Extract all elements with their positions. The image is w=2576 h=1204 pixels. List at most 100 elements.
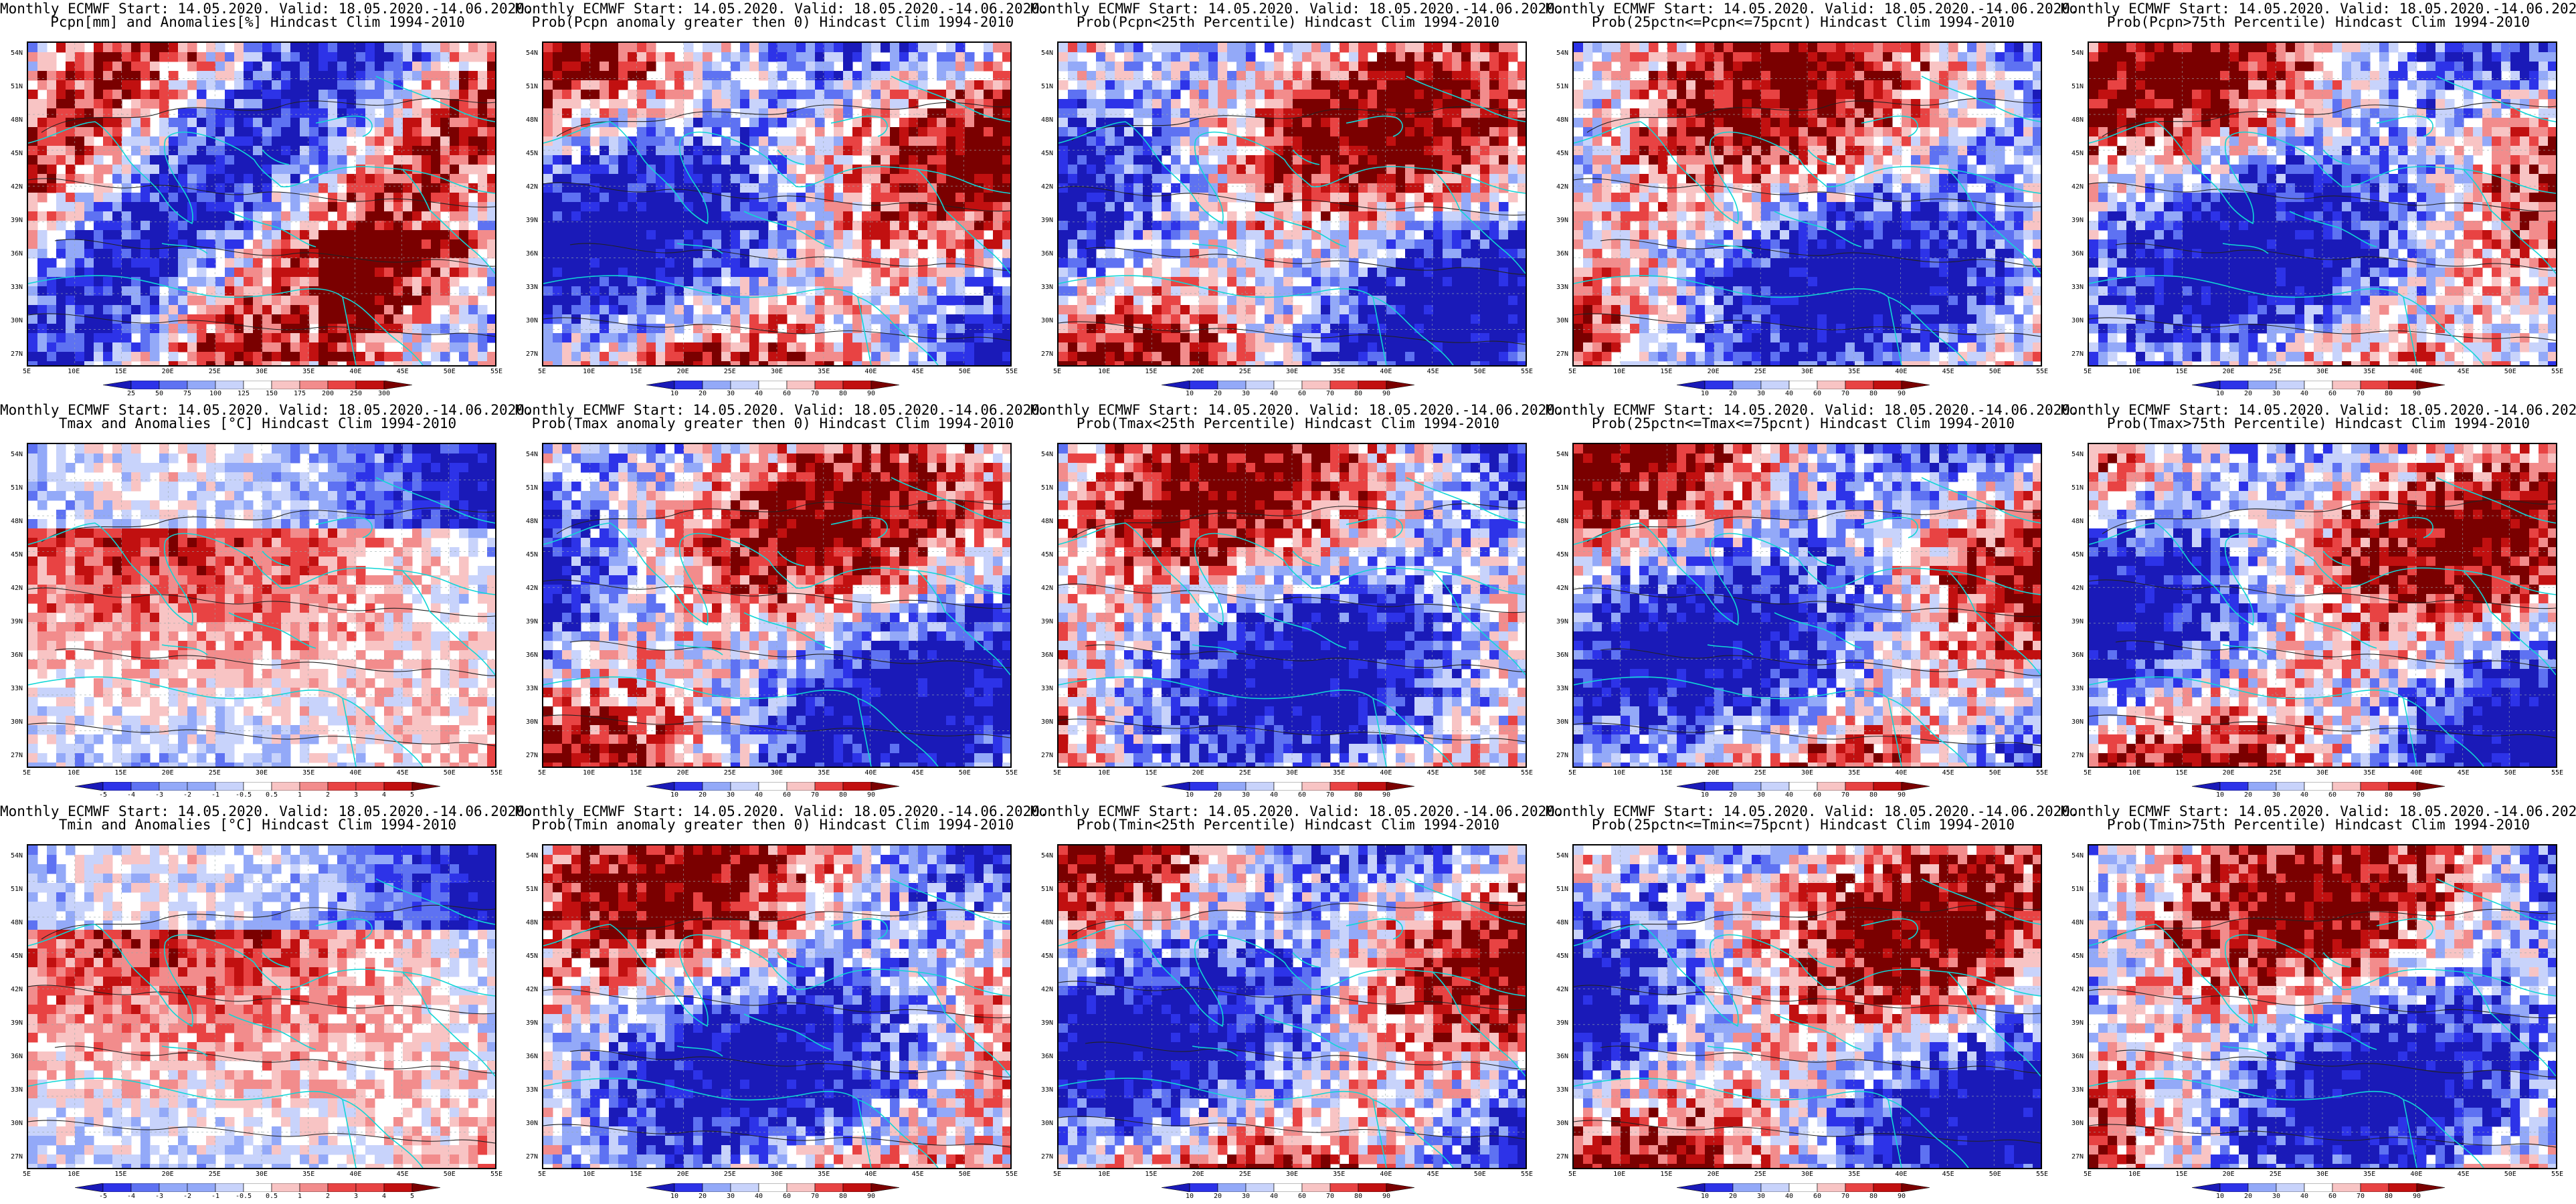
color-bar-segment [159, 381, 188, 389]
color-bar-label: 30 [1242, 792, 1250, 799]
color-bar-segment [130, 381, 160, 389]
color-bar-label: 40 [1785, 391, 1793, 397]
lon-tick-label: 10E [1613, 1171, 1625, 1178]
lat-tick-label: 51N [2072, 886, 2084, 893]
panel-title-run-info: Monthly ECMWF Start: 14.05.2020. Valid: … [0, 1, 533, 16]
lat-tick-label: 48N [11, 117, 23, 124]
lon-tick-label: 50E [1474, 369, 1486, 375]
lat-tick-label: 27N [526, 1154, 538, 1161]
lon-tick-label: 55E [1521, 770, 1533, 777]
panel-title-run-info: Monthly ECMWF Start: 14.05.2020. Valid: … [1030, 1, 1564, 16]
color-bar-segment [2388, 381, 2417, 389]
lat-tick-label: 33N [11, 1087, 23, 1094]
lon-tick-label: 10E [583, 770, 595, 777]
lon-tick-label: 15E [2175, 1171, 2187, 1178]
lat-tick-label: 54N [2072, 452, 2084, 458]
lat-tick-label: 48N [1041, 920, 1053, 926]
color-bar-segment [1901, 381, 1930, 389]
panel-title-run-info: Monthly ECMWF Start: 14.05.2020. Valid: … [515, 1, 1048, 16]
lon-tick-label: 30E [1286, 369, 1298, 375]
color-bar [2192, 782, 2445, 791]
color-bar-segment [355, 381, 385, 389]
color-bar-label: 70 [1326, 391, 1334, 397]
lon-tick-label: 40E [2410, 770, 2422, 777]
color-bar-label: -3 [155, 1193, 163, 1200]
color-bar-segment [75, 1183, 104, 1192]
lon-tick-label: 45E [2458, 369, 2470, 375]
color-bar-segment [2219, 782, 2249, 791]
map-area [27, 844, 496, 1169]
color-bar-label: 20 [1729, 1193, 1737, 1200]
color-bar-label: 30 [1757, 391, 1765, 397]
color-bar-segment [355, 1183, 385, 1192]
color-bar-label: 80 [1869, 391, 1877, 397]
lon-tick-label: 20E [1708, 369, 1720, 375]
map-area [542, 844, 1012, 1169]
color-bar-segment [299, 381, 329, 389]
color-bar-label: 40 [2300, 391, 2308, 397]
panel-title-run-info: Monthly ECMWF Start: 14.05.2020. Valid: … [515, 403, 1048, 417]
lon-tick-label: 15E [1660, 1171, 1672, 1178]
color-bar [646, 381, 899, 389]
color-bar-label: 70 [1841, 792, 1849, 799]
lat-tick-label: 51N [526, 485, 538, 492]
lon-tick-label: 40E [349, 770, 361, 777]
color-bar-label: 10 [670, 391, 678, 397]
lon-tick-label: 20E [1192, 770, 1204, 777]
lat-tick-label: 54N [1556, 452, 1568, 458]
color-bar-segment [646, 1183, 675, 1192]
color-bar-segment [2304, 381, 2333, 389]
color-bar-label: 250 [350, 391, 362, 397]
color-bar-label: 175 [294, 391, 306, 397]
lon-tick-label: 10E [1613, 770, 1625, 777]
lat-tick-label: 27N [2072, 752, 2084, 759]
color-bar-segment [730, 1183, 759, 1192]
color-bar-label: 60 [1298, 391, 1306, 397]
color-bar-label: 50 [155, 391, 163, 397]
lon-tick-label: 20E [677, 1171, 689, 1178]
lat-tick-label: 45N [1556, 953, 1568, 960]
lat-tick-label: 54N [526, 452, 538, 458]
color-bar-label: 10 [1186, 391, 1194, 397]
color-bar-label: 40 [1270, 792, 1278, 799]
color-bar-label: 10 [1701, 1193, 1709, 1200]
color-bar-label: 60 [1813, 792, 1821, 799]
color-bar-label: 40 [755, 391, 763, 397]
color-bar-segment [1677, 1183, 1706, 1192]
color-bar-segment [1245, 1183, 1275, 1192]
color-bar-segment [2388, 782, 2417, 791]
lat-tick-label: 42N [1556, 184, 1568, 191]
lon-tick-label: 30E [256, 369, 268, 375]
lon-tick-label: 35E [302, 369, 314, 375]
map-field [1574, 43, 2041, 365]
color-bar-label: 70 [2357, 391, 2365, 397]
color-bar-segment [2360, 381, 2389, 389]
color-bar-label: 0.5 [266, 792, 278, 799]
lat-tick-label: 54N [526, 50, 538, 57]
color-bar-segment [130, 1183, 160, 1192]
color-bar-segment [1358, 782, 1387, 791]
color-bar-label: 2 [326, 1193, 330, 1200]
lat-tick-label: 30N [11, 719, 23, 726]
color-bar-segment [271, 381, 300, 389]
lon-tick-label: 50E [959, 1171, 971, 1178]
color-bar-label: 3 [354, 792, 358, 799]
color-bar-label: 5 [410, 792, 414, 799]
lon-tick-label: 15E [1660, 770, 1672, 777]
map-area [2088, 844, 2557, 1169]
color-bar-segment [1901, 782, 1930, 791]
color-bar-label: 30 [1242, 391, 1250, 397]
lon-tick-label: 25E [2270, 369, 2282, 375]
lat-tick-label: 51N [2072, 84, 2084, 90]
map-panel: Monthly ECMWF Start: 14.05.2020. Valid: … [1546, 803, 2079, 1204]
lat-tick-label: 33N [1556, 1087, 1568, 1094]
color-bar-segment [2192, 381, 2221, 389]
lat-tick-label: 36N [526, 652, 538, 659]
lon-tick-label: 40E [1895, 1171, 1907, 1178]
panel-title-variable: Prob(Pcpn<25th Percentile) Hindcast Clim… [1030, 15, 1546, 29]
lat-tick-label: 54N [11, 50, 23, 57]
color-bar-segment [2276, 1183, 2305, 1192]
lon-tick-label: 40E [349, 1171, 361, 1178]
lat-tick-label: 48N [1041, 117, 1053, 124]
color-bar-segment [299, 1183, 329, 1192]
